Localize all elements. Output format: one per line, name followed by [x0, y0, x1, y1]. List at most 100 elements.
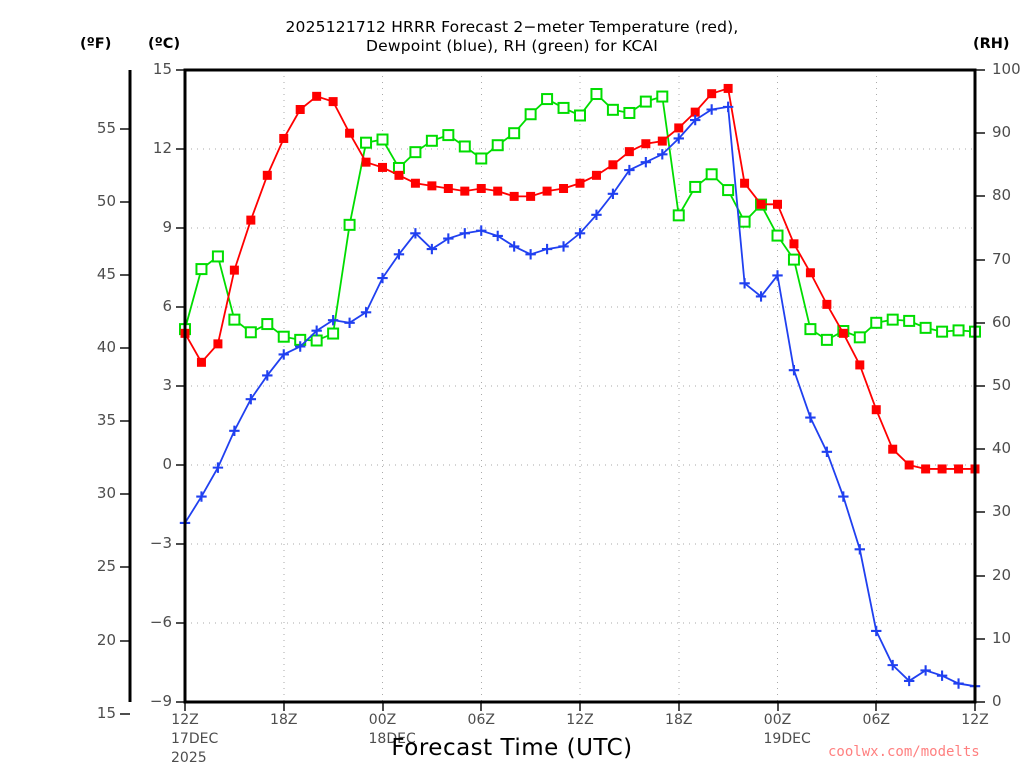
rh-tick-label: 30	[992, 502, 1012, 521]
fahrenheit-tick-label: 55	[96, 118, 116, 137]
x-tick-mark	[776, 702, 779, 711]
celsius-tick-mark	[176, 701, 185, 703]
data-point-marker	[657, 149, 668, 160]
credit-watermark: coolwx.com/modelts	[828, 744, 980, 760]
x-tick-date-label: 17DEC	[171, 731, 219, 747]
rh-tick-label: 90	[992, 123, 1012, 142]
data-point-marker	[558, 241, 569, 252]
data-point-marker	[427, 181, 437, 191]
data-point-marker	[805, 268, 815, 278]
data-point-marker	[542, 186, 552, 196]
rh-tick-mark	[975, 574, 985, 577]
rh-tick-mark	[975, 511, 985, 514]
data-point-marker	[211, 250, 224, 263]
x-tick-mark	[282, 702, 285, 711]
fahrenheit-tick-label: 15	[96, 703, 116, 722]
data-point-marker	[607, 188, 619, 199]
data-point-marker	[787, 253, 800, 266]
chart-title-line-2: Dewpoint (blue), RH (green) for KCAI	[366, 37, 658, 55]
data-point-marker	[937, 464, 947, 474]
data-point-marker	[820, 333, 833, 346]
celsius-tick-label: 6	[162, 297, 172, 315]
x-tick-label: 06Z	[467, 712, 495, 728]
celsius-tick-label: 12	[152, 139, 172, 157]
data-point-marker	[673, 133, 684, 144]
fahrenheit-tick-label: 20	[96, 630, 116, 649]
data-point-marker	[854, 544, 865, 555]
x-tick-label: 06Z	[862, 712, 890, 728]
data-point-marker	[244, 326, 257, 339]
data-point-marker	[772, 270, 783, 281]
data-point-marker	[541, 93, 554, 106]
data-point-marker	[888, 444, 898, 454]
data-point-marker	[229, 425, 240, 436]
chart-title: 2025121712 HRRR Forecast 2−meter Tempera…	[0, 18, 1024, 56]
fahrenheit-tick-label: 25	[96, 557, 116, 576]
data-point-marker	[838, 328, 848, 338]
x-tick-date-label: 2025	[171, 750, 207, 766]
celsius-tick-label: 9	[162, 218, 172, 236]
data-point-marker	[672, 209, 685, 222]
celsius-tick-label: −9	[149, 692, 172, 710]
data-point-marker	[954, 464, 964, 474]
fahrenheit-tick-mark	[120, 566, 130, 569]
data-point-marker	[262, 370, 273, 381]
rh-tick-mark	[975, 701, 985, 703]
data-point-marker	[196, 491, 207, 502]
data-point-marker	[789, 239, 799, 249]
series-dewpoint	[179, 101, 981, 692]
data-point-marker	[229, 265, 239, 275]
left-celsius-axis-label: (ºC)	[148, 36, 181, 52]
x-tick-mark	[480, 702, 483, 711]
data-point-marker	[608, 160, 618, 170]
data-point-marker	[425, 134, 438, 147]
data-point-marker	[871, 625, 882, 637]
fahrenheit-tick-mark	[120, 420, 130, 423]
data-point-marker	[344, 317, 355, 328]
data-point-marker	[443, 184, 453, 193]
x-tick-mark	[875, 702, 878, 711]
data-point-marker	[904, 460, 914, 470]
data-point-marker	[410, 178, 420, 188]
data-point-marker	[740, 178, 750, 188]
data-point-marker	[919, 321, 932, 334]
x-tick-label: 00Z	[368, 712, 397, 728]
data-point-marker	[591, 209, 602, 221]
fahrenheit-tick-label: 35	[96, 411, 116, 430]
celsius-tick-mark	[176, 306, 185, 308]
data-point-marker	[903, 314, 916, 327]
data-point-marker	[771, 229, 784, 242]
x-axis-title: Forecast Time (UTC)	[391, 735, 633, 761]
rh-tick-mark	[975, 637, 985, 640]
rh-tick-mark	[975, 321, 985, 324]
x-tick-mark	[677, 702, 680, 711]
data-point-marker	[921, 464, 931, 474]
fahrenheit-tick-mark	[120, 493, 130, 496]
data-point-marker	[279, 133, 289, 143]
right-rh-axis-label: (RH)	[973, 36, 1010, 52]
celsius-tick-label: 3	[162, 376, 172, 394]
data-point-marker	[328, 97, 338, 107]
data-point-marker	[855, 360, 865, 370]
data-point-marker	[460, 186, 470, 196]
rh-tick-label: 0	[992, 692, 1002, 710]
data-point-marker	[459, 228, 470, 239]
data-point-marker	[476, 225, 487, 236]
data-point-marker	[756, 199, 766, 209]
data-point-marker	[624, 164, 635, 176]
x-tick-label: 18Z	[665, 712, 693, 728]
x-tick-label: 12Z	[566, 712, 594, 728]
data-point-marker	[310, 334, 323, 347]
data-point-marker	[936, 670, 948, 681]
data-point-marker	[376, 133, 389, 146]
data-point-marker	[393, 249, 405, 260]
data-point-marker	[508, 127, 521, 140]
data-point-marker	[360, 136, 373, 149]
x-tick-label: 12Z	[171, 712, 199, 728]
data-point-marker	[245, 393, 257, 405]
plot-frame	[183, 68, 977, 704]
rh-tick-label: 10	[992, 628, 1012, 647]
data-point-marker	[261, 318, 274, 331]
